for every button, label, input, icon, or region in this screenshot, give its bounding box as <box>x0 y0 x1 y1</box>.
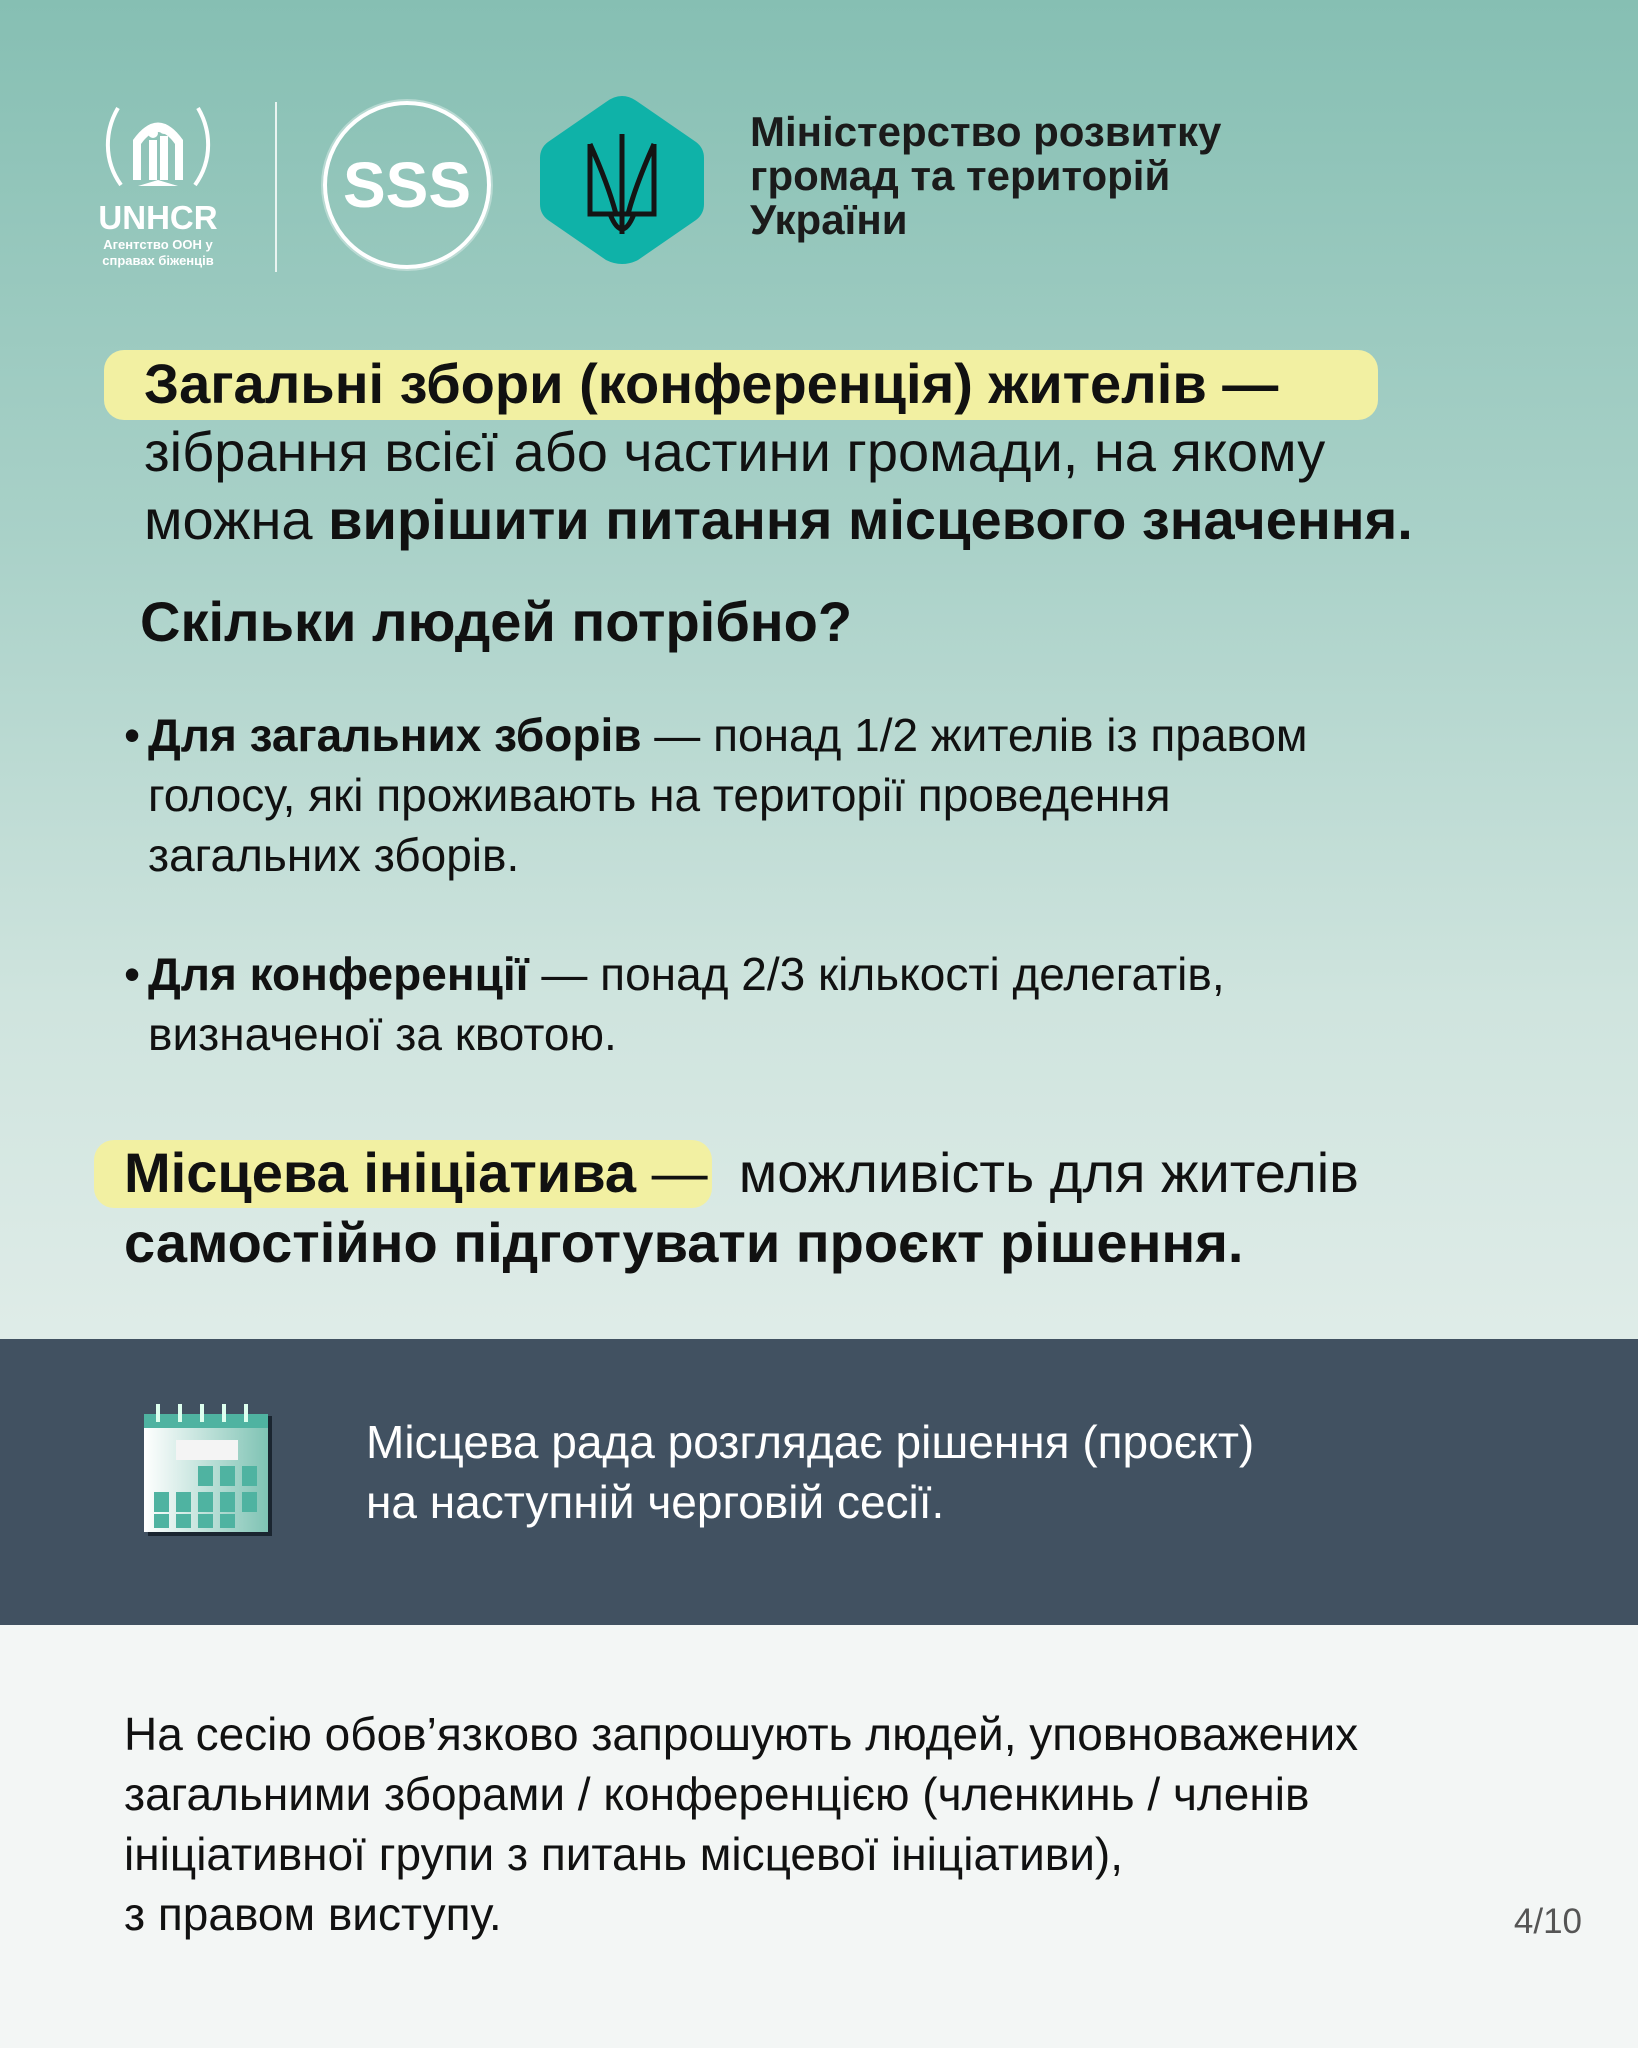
bullet-general-meeting: • Для загальних зборів — понад 1/2 жител… <box>124 709 1308 881</box>
ministry-trident-logo <box>540 96 704 264</box>
logo-divider <box>275 102 277 272</box>
trident-icon <box>587 134 657 234</box>
local-initiative-line-2: самостійно підготувати проєкт рішення. <box>124 1211 1244 1274</box>
unhcr-emblem-icon <box>105 106 211 187</box>
term-general-meeting: Загальні збори (конференція) жителів — <box>144 352 1279 415</box>
page-number: 4/10 <box>1513 1902 1582 1941</box>
unhcr-logo: UNHCR Агентство ООН у справах біженців <box>88 100 228 269</box>
calendar-icon <box>144 1404 272 1536</box>
info-band <box>0 1339 1638 1625</box>
band-text: Місцева рада розглядає рішення (проєкт) … <box>366 1416 1255 1528</box>
sss-logo: SSS <box>323 101 491 269</box>
definition-line-2: зібрання всієї або частини громади, на я… <box>144 420 1326 483</box>
question-heading: Скільки людей потрібно? <box>140 590 853 653</box>
footer-paragraph: На сесію обов’язково запрошують людей, у… <box>124 1708 1359 1940</box>
definition-line-3: можна вирішити питання місцевого значенн… <box>144 488 1413 551</box>
bullet-conference: • Для конференції — понад 2/3 кількості … <box>124 948 1225 1060</box>
ministry-name: Міністерство розвитку громад та територі… <box>750 108 1222 243</box>
term-local-initiative: Місцева ініціатива — можливість для жите… <box>124 1141 1359 1204</box>
highlight-term-2 <box>94 1140 712 1208</box>
top-background <box>0 0 1638 1339</box>
highlight-term-1 <box>104 350 1378 420</box>
